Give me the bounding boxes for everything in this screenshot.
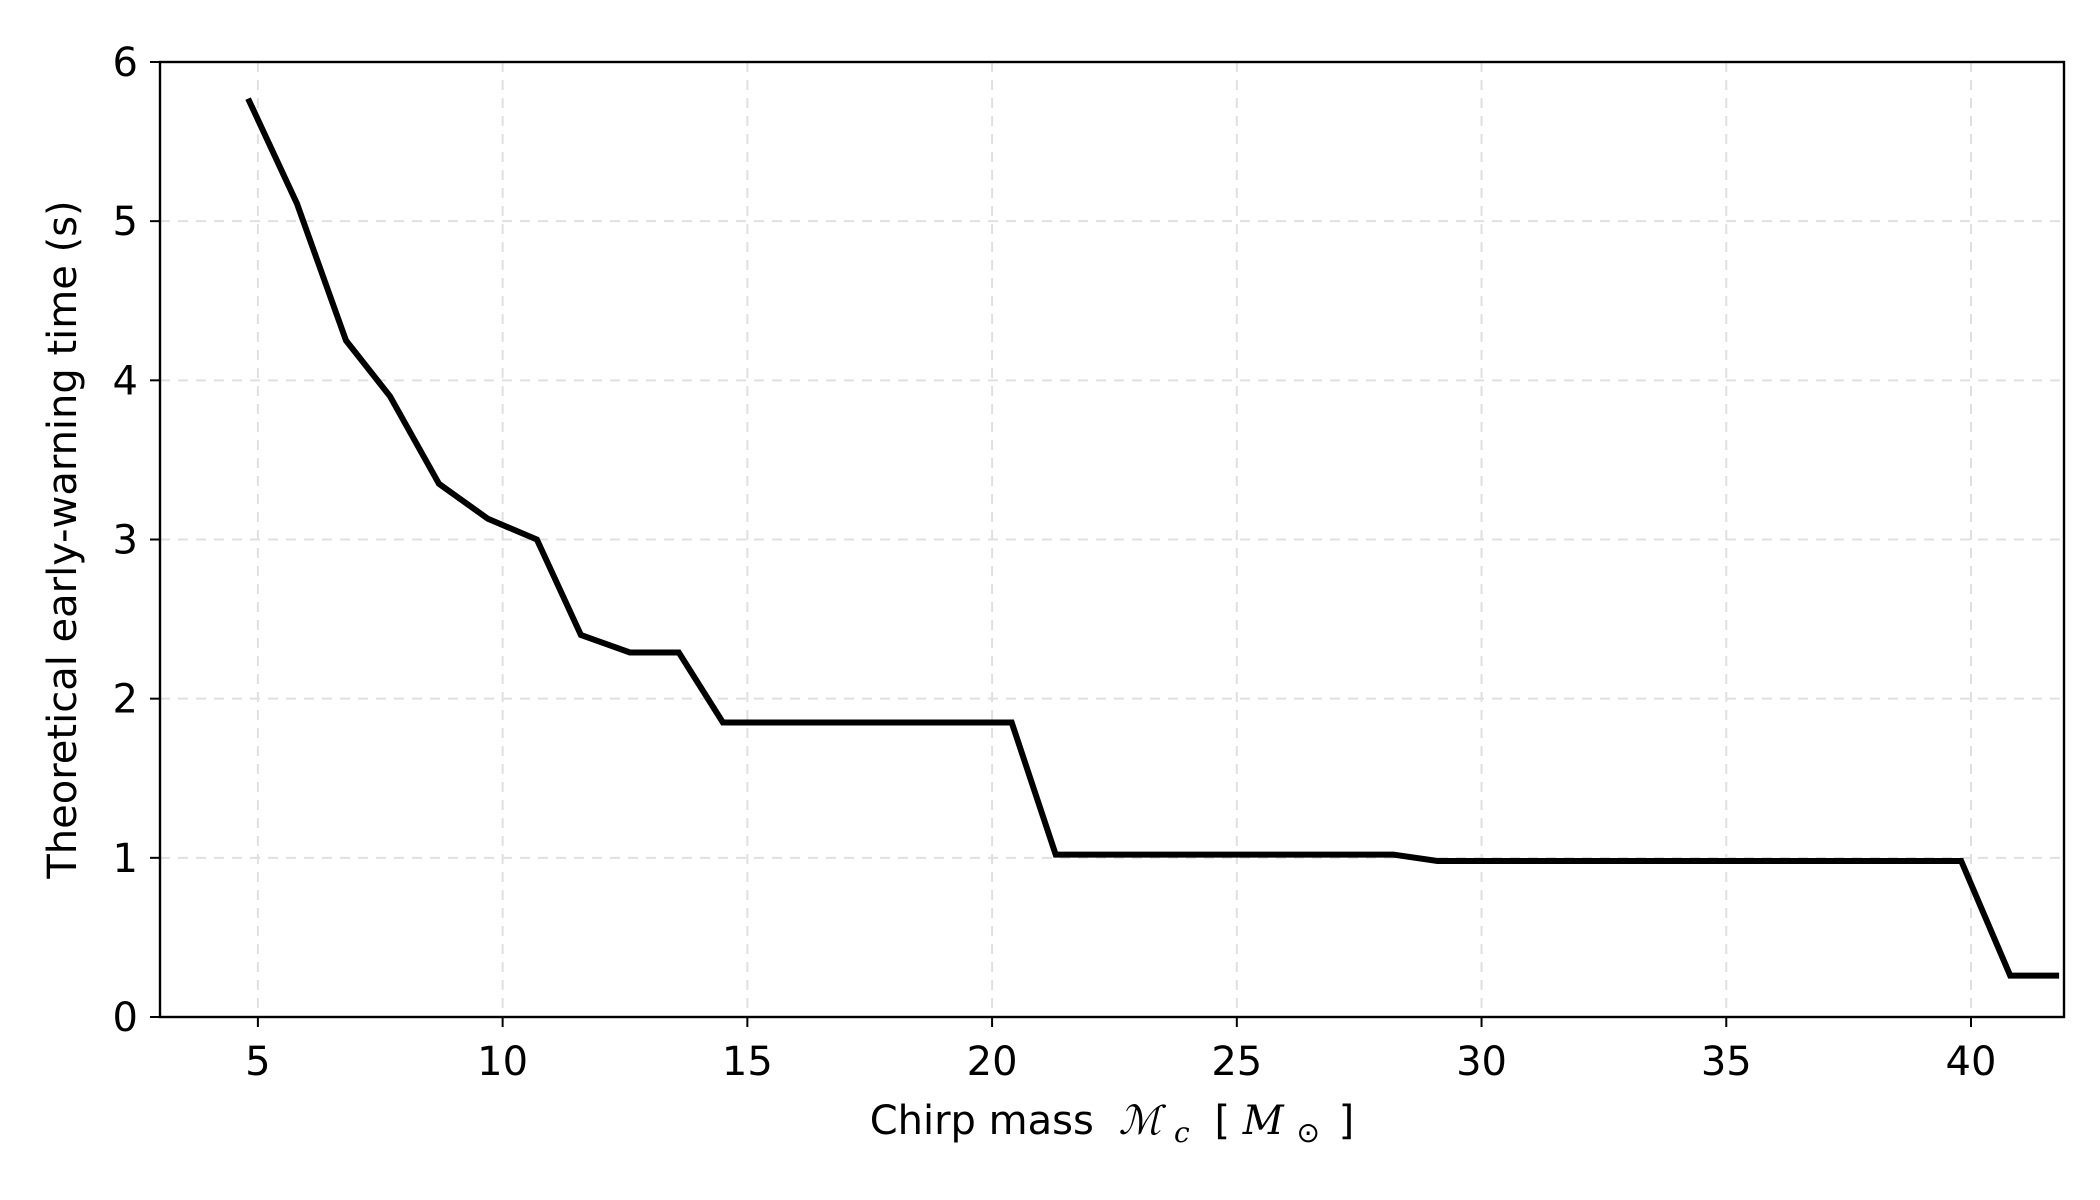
x-axis-unit-open: [	[1214, 1098, 1230, 1144]
series-line	[245, 97, 2060, 979]
x-axis-label-text: Chirp mass	[870, 1098, 1094, 1144]
x-tick-label: 20	[967, 1039, 1018, 1085]
x-tick-label: 25	[1211, 1039, 1262, 1085]
x-axis-unit-symbol: M	[1242, 1098, 1285, 1144]
grid	[160, 61, 2064, 1018]
series-layer	[245, 97, 2060, 979]
x-axis-ticks: 5 10 15 20 25 30 35 40	[245, 1017, 1996, 1085]
y-tick-label: 2	[113, 677, 138, 723]
y-tick-label: 4	[113, 358, 138, 404]
x-axis-label: Chirp mass ℳ c [ M ⊙ ]	[870, 1098, 1355, 1152]
plot-frame	[158, 60, 2066, 1019]
x-tick-label: 40	[1946, 1039, 1997, 1085]
y-tick-label: 6	[113, 40, 138, 86]
x-tick-label: 30	[1456, 1039, 1507, 1085]
x-tick-label: 35	[1701, 1039, 1752, 1085]
x-tick-label: 15	[722, 1039, 773, 1085]
x-tick-label: 10	[477, 1039, 528, 1085]
y-tick-label: 3	[113, 518, 138, 564]
y-axis-label: Theoretical early-warning time (s)	[40, 200, 86, 879]
y-tick-label: 1	[113, 836, 138, 882]
x-axis-unit-close: ]	[1339, 1098, 1355, 1144]
x-axis-label-symbol: ℳ	[1119, 1098, 1167, 1144]
y-axis-ticks: 0 1 2 3 4 5 6	[113, 40, 160, 1041]
y-tick-label: 5	[113, 199, 138, 245]
x-axis-label-subscript: c	[1174, 1116, 1190, 1149]
x-axis-unit-subscript: ⊙	[1296, 1116, 1319, 1149]
x-tick-label: 5	[245, 1039, 270, 1085]
y-tick-label: 0	[113, 995, 138, 1041]
